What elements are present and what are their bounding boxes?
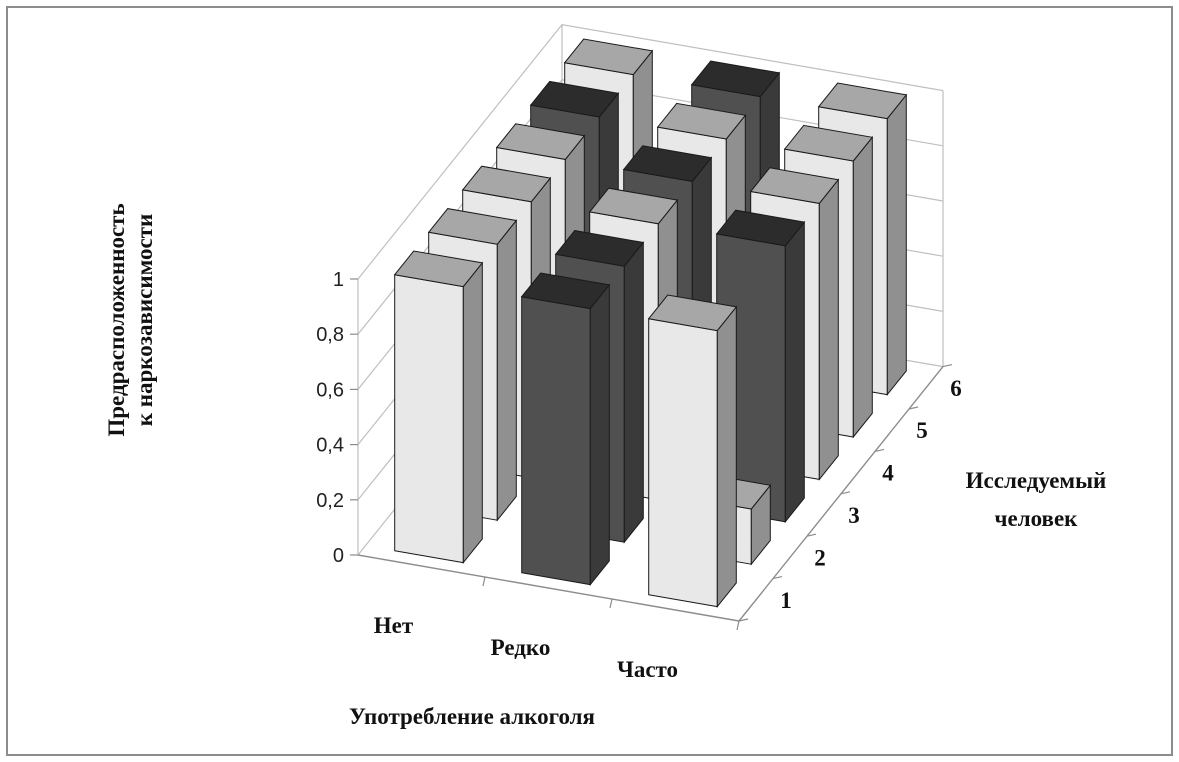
bar-side-face [886,93,907,397]
bar-side-face [852,135,873,439]
x-tick-label-0: Нет [374,613,414,638]
z-tick-label-1: 2 [814,545,826,570]
y-axis-title-line-1: Предрасположенность [104,203,129,436]
bar-Часто-1 [647,294,738,609]
y-tick-label-5: 1 [333,269,344,291]
bar-front-face [648,318,718,608]
x-tick-mark-2 [609,598,613,609]
z-tick-label-4: 5 [916,418,928,443]
z-axis-title-line-1: Исследуемый [966,468,1107,493]
bar-top-face [783,124,874,162]
bar-top-face [554,230,645,267]
z-tick-mark-4 [874,448,885,452]
bar-front-face [521,296,591,586]
bar-Редко-1 [520,272,611,587]
bar-side-face [496,219,517,522]
y-tick-label-4: 0,8 [316,324,344,346]
bar-top-face [817,82,908,120]
z-tick-label-2: 3 [848,503,860,528]
bar-top-face [690,60,781,98]
y-tick-label-0: 0 [333,545,344,567]
bar-side-face [784,220,805,524]
y-tick-label-3: 0,6 [316,379,344,401]
bar-side-face [462,261,483,565]
bar-top-face [749,167,840,204]
bar-top-face [622,145,713,182]
z-tick-mark-6 [942,364,953,368]
bar-side-face [589,283,610,587]
bar-front-face [394,274,464,564]
z-tick-mark-0 [738,618,749,622]
bar-top-face [656,102,747,140]
z-tick-mark-3 [840,491,851,495]
bar-top-face [647,294,738,332]
z-tick-label-3: 4 [882,461,894,486]
x-axis-title: Употребление алкоголя [349,704,595,729]
z-tick-label-5: 6 [950,376,962,401]
bar-top-face [520,272,611,310]
bar-top-face [563,38,654,76]
chart-bars [393,38,908,609]
y-axis-title-line-2: к наркозависимости [132,214,157,427]
z-tick-mark-5 [908,406,919,410]
z-tick-mark-1 [772,576,783,580]
bar-top-face [588,187,679,225]
x-tick-mark-1 [482,576,486,587]
x-tick-label-1: Редко [491,635,551,660]
bar-top-face [495,123,586,160]
y-tick-label-2: 0,4 [316,435,344,457]
x-tick-label-2: Часто [617,657,678,682]
bar-top-face [461,165,552,203]
bar-top-face [427,208,518,245]
z-axis-title-line-2: человек [995,506,1079,531]
bar-Нет-1 [393,250,484,565]
x-tick-mark-3 [736,620,740,631]
bar-side-face [716,305,737,609]
y-tick-label-1: 0,2 [316,490,344,512]
bar-top-face [715,209,806,247]
x-axis-line [357,554,740,622]
bar-side-face [623,241,644,544]
z-tick-mark-2 [806,533,817,537]
bar-side-face [818,178,839,481]
bar-top-face [529,80,620,118]
bar-top-face [393,250,484,288]
z-tick-label-0: 1 [780,588,792,613]
chart-labels: Предрасположенность к наркозависимости У… [104,203,1106,729]
